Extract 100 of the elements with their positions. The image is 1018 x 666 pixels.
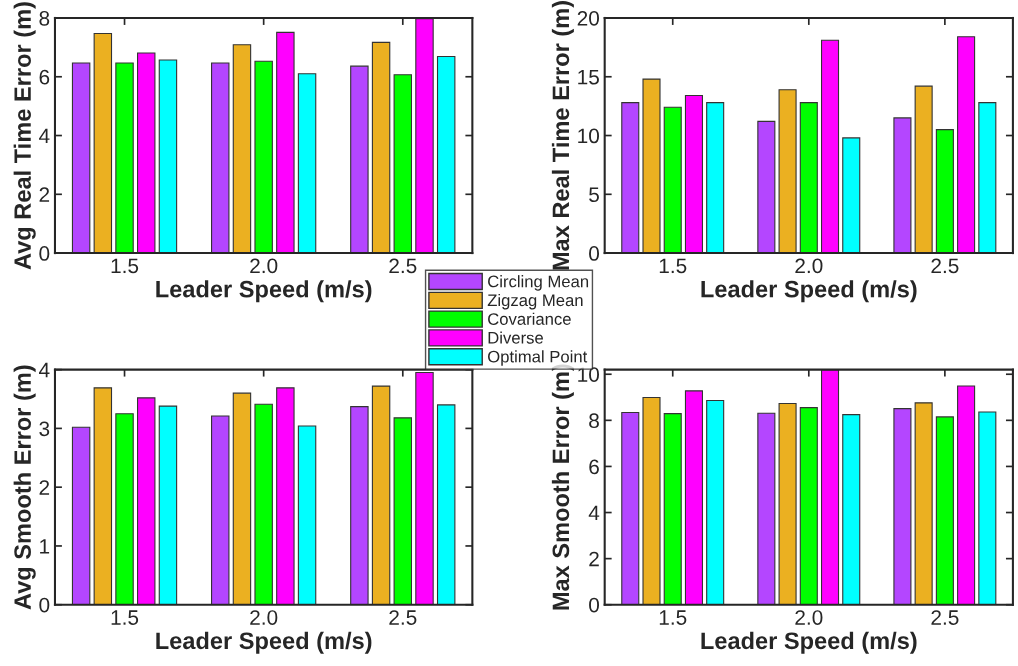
- legend-label: Circling Mean: [488, 275, 589, 291]
- bar: [158, 405, 178, 605]
- y-tick-label: 10: [578, 128, 600, 144]
- bar: [842, 414, 861, 605]
- bar: [935, 129, 954, 254]
- y-tick-label: 6: [589, 459, 599, 475]
- bar: [621, 102, 640, 254]
- bar: [684, 95, 704, 254]
- y-tick-label: 15: [578, 69, 599, 85]
- bar: [297, 425, 317, 605]
- bar: [276, 31, 295, 254]
- bar: [137, 52, 156, 254]
- bar: [842, 137, 861, 254]
- bar: [642, 78, 661, 254]
- bar: [93, 33, 113, 254]
- x-tick-label: 1.5: [659, 610, 687, 625]
- y-tick-label: 4: [588, 505, 600, 521]
- y-tick-label: 8: [589, 413, 599, 429]
- x-tick-label: 2.0: [795, 610, 823, 625]
- bar: [621, 411, 640, 605]
- bar: [957, 36, 976, 254]
- bar: [137, 397, 156, 605]
- bar: [642, 396, 661, 605]
- bar: [93, 387, 113, 605]
- bar: [706, 102, 725, 254]
- y-tick-label: 0: [39, 597, 50, 613]
- bar: [914, 85, 933, 254]
- bar: [663, 413, 682, 605]
- bar: [371, 41, 391, 254]
- bar: [978, 411, 997, 605]
- bar: [276, 387, 295, 605]
- y-tick-label: 2: [39, 480, 50, 495]
- x-axis-title: Leader Speed (m/s): [156, 280, 372, 303]
- y-axis-title: Avg Real Time Error (m): [13, 2, 36, 270]
- bar: [393, 417, 413, 605]
- x-tick-label: 2.5: [389, 610, 417, 625]
- bar: [978, 102, 997, 254]
- y-tick-label: 2: [589, 551, 599, 567]
- bar: [211, 62, 230, 254]
- bar: [254, 60, 273, 254]
- bar: [71, 426, 91, 605]
- x-axis-title: Leader Speed (m/s): [701, 631, 917, 654]
- bar: [71, 62, 91, 254]
- bar: [778, 402, 797, 605]
- y-tick-label: 1: [40, 539, 50, 554]
- bar: [436, 404, 456, 605]
- y-tick-label: 0: [39, 246, 50, 261]
- y-tick-label: 4: [39, 128, 50, 144]
- x-axis-title: Leader Speed (m/s): [701, 280, 917, 303]
- x-tick-label: 1.5: [111, 258, 139, 274]
- bar: [757, 120, 776, 254]
- x-tick-label: 2.5: [389, 258, 417, 274]
- y-tick-label: 10: [578, 367, 600, 382]
- y-tick-label: 8: [39, 10, 50, 26]
- y-axis-title: Max Real Time Error (m): [551, 1, 574, 270]
- bar: [893, 408, 912, 605]
- x-tick-label: 2.5: [931, 258, 959, 274]
- bar: [778, 89, 797, 254]
- y-tick-label: 20: [577, 10, 600, 26]
- bar: [820, 39, 840, 254]
- y-tick-label: 3: [39, 421, 50, 437]
- bar: [350, 406, 369, 605]
- x-tick-label: 2.0: [795, 258, 823, 274]
- bar: [684, 390, 704, 605]
- bar: [820, 369, 840, 605]
- bar: [893, 117, 912, 254]
- bar: [371, 385, 391, 605]
- x-tick-label: 2.0: [250, 258, 278, 274]
- bar: [297, 73, 317, 254]
- bar: [663, 106, 682, 254]
- bar: [350, 65, 369, 254]
- y-tick-label: 4: [39, 362, 50, 378]
- bar: [415, 18, 434, 254]
- legend-label: Diverse: [488, 331, 543, 344]
- legend-label: Optimal Point: [488, 350, 588, 366]
- bar: [799, 102, 818, 254]
- x-tick-label: 2.5: [931, 610, 959, 625]
- x-tick-label: 1.5: [659, 258, 687, 274]
- bar: [935, 416, 954, 605]
- x-axis-title: Leader Speed (m/s): [156, 631, 372, 654]
- bar: [436, 55, 456, 254]
- bar: [211, 415, 230, 605]
- bar: [232, 44, 252, 254]
- bar: [799, 407, 818, 605]
- legend-label: Covariance: [488, 312, 571, 325]
- bar: [757, 412, 776, 605]
- y-tick-label: 5: [589, 187, 599, 203]
- y-axis-title: Avg Smooth Error (m): [13, 365, 36, 610]
- bar: [957, 385, 976, 605]
- bar: [393, 74, 413, 254]
- y-tick-label: 0: [589, 246, 600, 261]
- bar: [914, 402, 933, 605]
- bar: [706, 399, 725, 605]
- bar: [254, 403, 273, 605]
- bar: [115, 413, 134, 605]
- bar: [415, 372, 434, 605]
- bar: [232, 392, 252, 605]
- legend-label: Zigzag Mean: [487, 293, 583, 310]
- bar: [158, 59, 178, 254]
- y-tick-label: 6: [39, 69, 50, 85]
